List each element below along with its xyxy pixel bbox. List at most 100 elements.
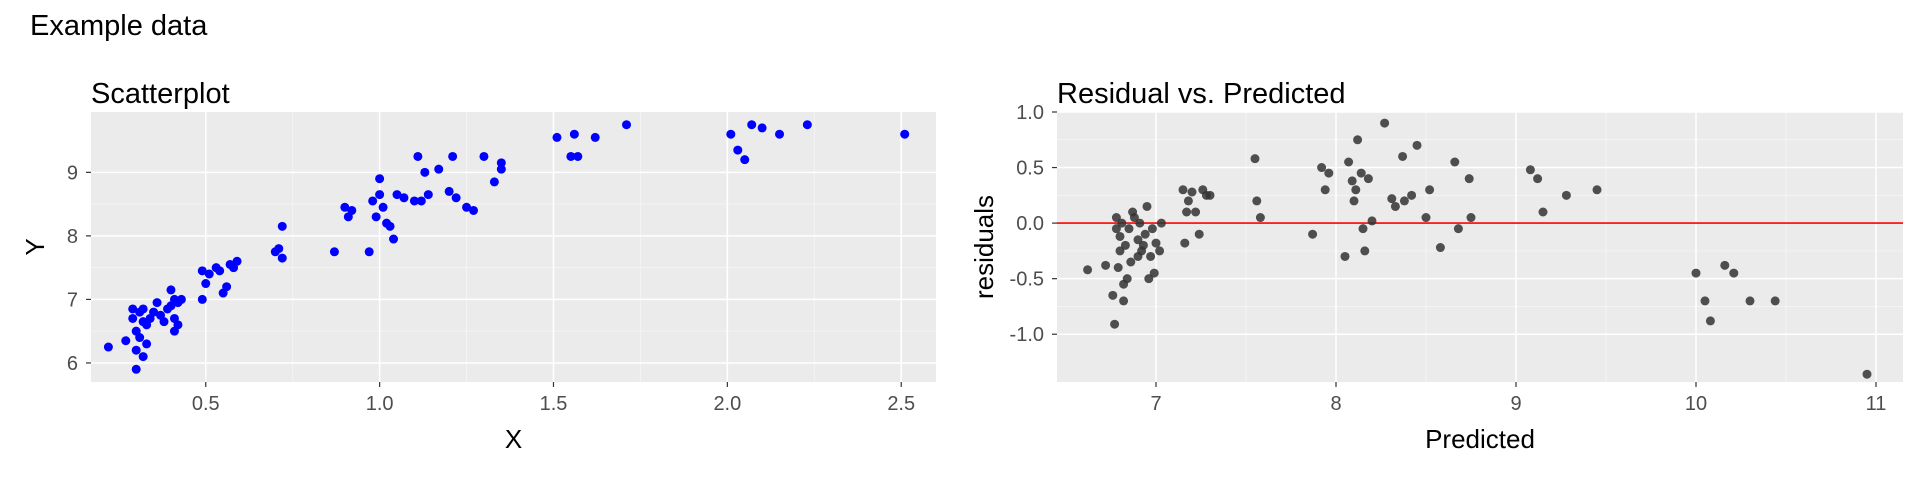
residual-data-point	[1113, 263, 1123, 273]
residual-data-point	[1083, 265, 1093, 275]
residual-data-point	[1111, 224, 1121, 234]
residual-data-point	[1115, 246, 1125, 256]
residual-data-point	[1390, 201, 1400, 211]
residual-y-tick-label: -0.5	[1010, 269, 1044, 291]
residual-panel-title: Residual vs. Predicted	[1057, 78, 1346, 110]
residual-data-point	[1155, 246, 1165, 256]
scatter-data-point	[138, 304, 148, 314]
residual-data-point	[1122, 274, 1132, 284]
residual-data-point	[1250, 154, 1260, 164]
residual-data-point	[1720, 260, 1730, 270]
residual-data-point	[1351, 185, 1361, 195]
scatter-data-point	[121, 336, 131, 346]
scatterplot-panel: 0.5 1.0 1.5 2.0 2.5 6 7 8 9 Scatterplot X Y	[20, 78, 936, 454]
residual-x-tick-label: 7	[1150, 393, 1161, 415]
scatter-y-tick-label: 9	[67, 162, 78, 184]
residual-data-point	[1561, 190, 1571, 200]
scatter-data-point	[775, 129, 785, 139]
scatter-y-tick-label: 8	[67, 226, 78, 248]
scatter-data-point	[420, 167, 430, 177]
scatter-data-point	[368, 196, 378, 206]
scatter-x-tick-label: 1.5	[540, 393, 568, 415]
scatter-data-point	[573, 151, 583, 161]
scatter-data-point	[364, 247, 374, 257]
scatter-data-point	[138, 352, 148, 362]
scatter-data-point	[277, 221, 287, 231]
residual-data-point	[1156, 218, 1166, 228]
scatter-data-point	[131, 364, 141, 374]
scatter-data-point	[159, 317, 169, 327]
scatter-data-point	[590, 132, 600, 142]
residual-data-point	[1324, 168, 1334, 178]
residual-data-point	[1151, 238, 1161, 248]
residual-data-point	[1144, 274, 1154, 284]
scatter-data-point	[197, 294, 207, 304]
residual-x-tick-label: 9	[1510, 393, 1521, 415]
scatter-data-point	[496, 158, 506, 168]
residual-data-point	[1149, 268, 1159, 278]
residual-data-point	[1387, 194, 1397, 204]
residual-data-point	[1180, 238, 1190, 248]
scatter-data-point	[622, 120, 632, 130]
residual-data-point	[1358, 224, 1368, 234]
residual-data-point	[1356, 168, 1366, 178]
residual-data-point	[1367, 216, 1377, 226]
residual-data-point	[1317, 163, 1327, 173]
scatter-data-point	[103, 342, 113, 352]
scatter-data-point	[469, 205, 479, 215]
scatter-y-tick-label: 7	[67, 289, 78, 311]
residual-data-point	[1770, 296, 1780, 306]
scatter-data-point	[757, 123, 767, 133]
scatter-data-point	[489, 177, 499, 187]
scatter-data-point	[204, 269, 214, 279]
scatter-data-point	[222, 282, 232, 292]
residual-data-point	[1178, 185, 1188, 195]
scatter-x-tick-label: 2.0	[713, 393, 741, 415]
scatter-data-point	[149, 307, 159, 317]
residual-data-point	[1252, 196, 1262, 206]
residual-data-point	[1194, 229, 1204, 239]
scatter-panel-title: Scatterplot	[91, 78, 230, 110]
scatter-data-point	[462, 202, 472, 212]
residual-y-tick-label: 1.0	[1016, 102, 1044, 124]
residual-x-tick-label: 8	[1330, 393, 1341, 415]
residual-data-point	[1425, 185, 1435, 195]
scatter-data-point	[197, 266, 207, 276]
residual-data-point	[1533, 174, 1543, 184]
scatter-data-point	[340, 202, 350, 212]
scatter-data-point	[176, 294, 186, 304]
scatter-data-point	[274, 244, 284, 254]
residual-data-point	[1183, 196, 1193, 206]
scatter-data-point	[726, 129, 736, 139]
scatter-data-point	[448, 151, 458, 161]
scatter-data-point	[173, 320, 183, 330]
scatter-data-point	[142, 339, 152, 349]
residual-data-point	[1138, 240, 1148, 250]
residual-data-point	[1360, 246, 1370, 256]
scatter-data-point	[496, 164, 506, 174]
residual-data-point	[1453, 224, 1463, 234]
scatter-data-point	[347, 205, 357, 215]
residual-data-point	[1117, 218, 1127, 228]
scatter-data-point	[444, 186, 454, 196]
residual-data-point	[1182, 207, 1192, 217]
scatter-data-point	[552, 132, 562, 142]
residual-data-point	[1142, 201, 1152, 211]
residual-data-point	[1700, 296, 1710, 306]
scatter-data-point	[329, 247, 339, 257]
scatter-data-point	[166, 285, 176, 295]
residual-data-point	[1466, 213, 1476, 223]
scatter-data-point	[375, 190, 385, 200]
scatter-x-tick-label: 0.5	[192, 393, 220, 415]
scatter-data-point	[371, 212, 381, 222]
residual-y-tick-label: -1.0	[1010, 324, 1044, 346]
residual-data-point	[1101, 260, 1111, 270]
residual-data-point	[1140, 229, 1150, 239]
residual-x-axis-label: Predicted	[1425, 424, 1535, 454]
scatter-data-point	[152, 298, 162, 308]
residual-x-tick-label: 10	[1685, 393, 1707, 415]
scatter-data-point	[740, 155, 750, 165]
residual-data-point	[1129, 213, 1139, 223]
residual-data-point	[1435, 243, 1445, 253]
scatter-y-tick-label: 6	[67, 353, 78, 375]
